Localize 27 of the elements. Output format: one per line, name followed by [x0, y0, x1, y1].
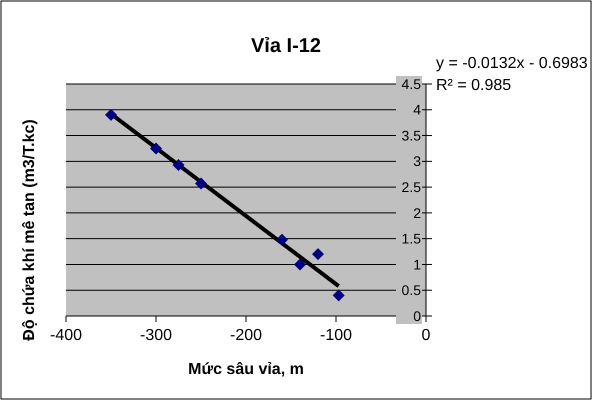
- y-tick-label: 2: [413, 204, 422, 221]
- y-tick-label: 1.5: [402, 230, 422, 247]
- y-tick-label: 3.5: [402, 127, 422, 144]
- point: [332, 289, 345, 302]
- x-tick-label: -300: [140, 327, 172, 344]
- chart-title: Vỉa I-12: [250, 35, 322, 57]
- y-tick-label: 1: [413, 256, 422, 272]
- y-tick-label: 2.5: [402, 179, 422, 196]
- x-tick-label: -100: [320, 327, 352, 344]
- point: [312, 248, 324, 260]
- x-tick-label: -200: [230, 327, 262, 344]
- x-axis-title: Mức sâu vỉa, m: [188, 361, 304, 378]
- text: y = -0.0132x - 0.6983: [436, 55, 588, 72]
- y-tick-label: 4: [413, 102, 422, 118]
- point: [150, 142, 162, 154]
- point: [294, 258, 306, 270]
- point: [105, 108, 117, 121]
- point: [172, 158, 184, 171]
- y-tick-label: 0: [413, 308, 422, 324]
- y-tick-label: 4.5: [402, 76, 422, 92]
- y-axis-title: Độ chứa khí mê tan (m3/T.kc): [21, 119, 38, 341]
- text: R² = 0.985: [436, 77, 512, 94]
- point: [276, 234, 288, 246]
- y-tick-label: 0.5: [402, 282, 422, 298]
- y-tick-label: 3: [413, 153, 422, 170]
- point: [195, 178, 207, 190]
- x-tick-label: -400: [50, 327, 82, 344]
